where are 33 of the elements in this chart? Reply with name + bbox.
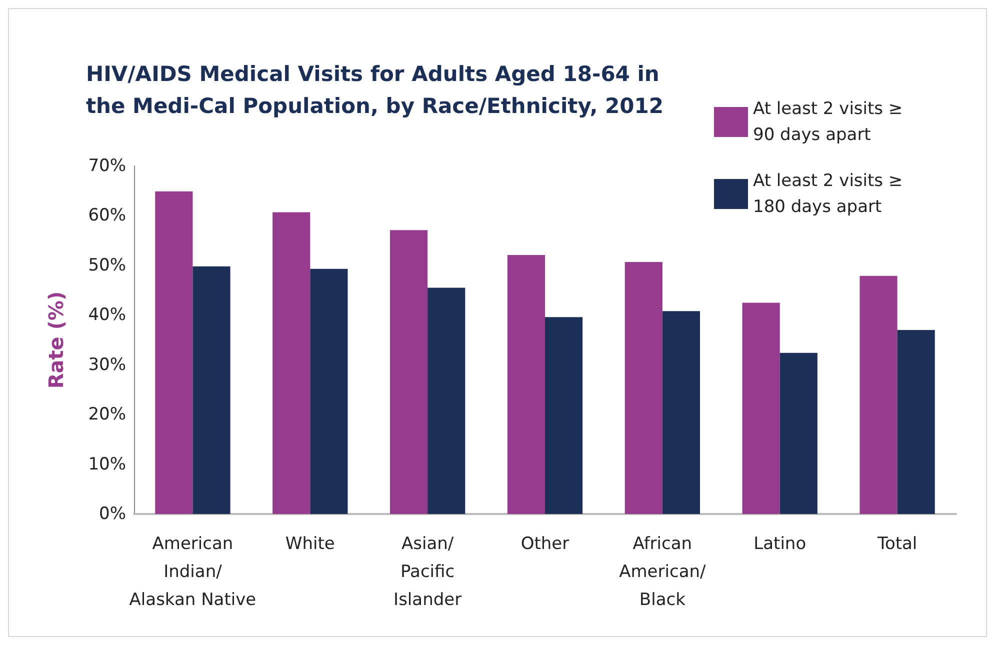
bar	[780, 352, 818, 514]
y-tick-label: 10%	[88, 454, 126, 474]
x-tick-label: African American/ Black	[619, 534, 706, 610]
bar	[192, 266, 230, 514]
x-tick-label: Asian/ Pacific Islander	[394, 534, 462, 610]
x-tick-label: Latino	[754, 534, 806, 554]
bar	[390, 230, 428, 514]
y-tick-label: 60%	[88, 206, 126, 226]
y-tick-label: 40%	[88, 305, 126, 326]
bar	[310, 268, 348, 514]
bar	[662, 311, 700, 514]
bar	[545, 317, 583, 514]
y-tick-label: 20%	[88, 404, 126, 425]
bar	[624, 262, 662, 514]
bar	[742, 302, 780, 514]
bar	[860, 276, 898, 514]
chart-title: HIV/AIDS Medical Visits for Adults Aged 18-64 in the Medi-Cal Population, by Race/Ethnicity, 2012	[86, 62, 664, 118]
bar	[897, 330, 935, 514]
x-tick-label: Other	[520, 534, 570, 554]
y-tick-label: 30%	[88, 354, 126, 375]
legend-label: At least 2 visits ≥ 180 days apart	[753, 171, 903, 217]
y-tick-label: 50%	[88, 255, 126, 276]
bar	[155, 191, 193, 514]
y-axis-title: Rate (%)	[44, 291, 68, 389]
bar	[507, 254, 545, 514]
legend-label: At least 2 visits ≥ 90 days apart	[753, 99, 903, 145]
x-tick-label: American Indian/ Alaskan Native	[129, 534, 256, 610]
bar	[428, 288, 466, 514]
y-tick-label: 0%	[99, 504, 126, 524]
x-tick-label: Total	[876, 534, 918, 554]
bar	[272, 212, 310, 514]
y-tick-label: 70%	[88, 156, 126, 176]
x-tick-label: White	[285, 534, 335, 554]
